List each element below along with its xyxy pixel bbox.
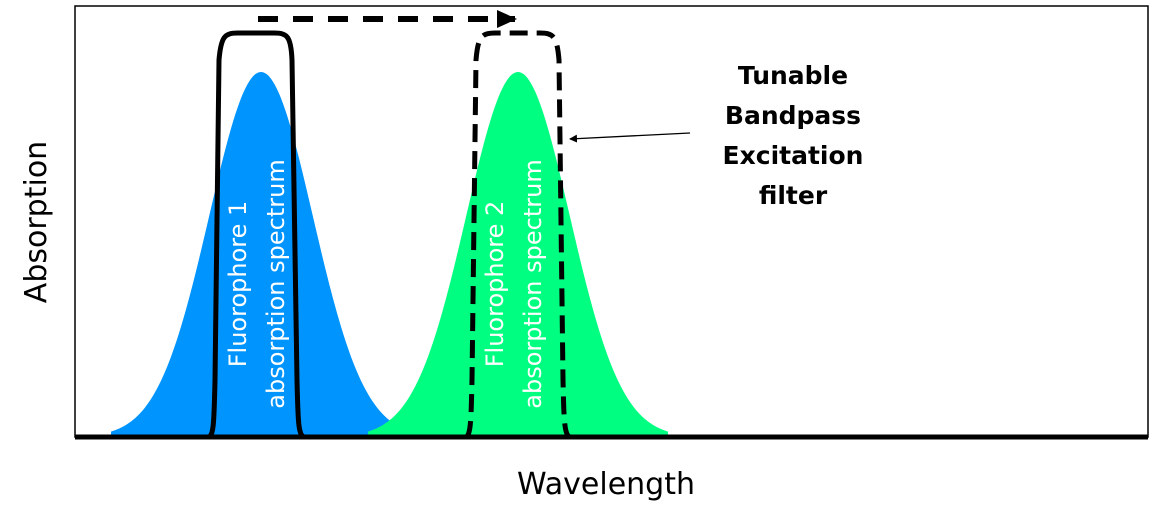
- solid-bandpass-filter: [207, 30, 306, 440]
- y-axis-label: Absorption: [19, 141, 54, 303]
- annotation-pointer-arrow: [569, 132, 691, 143]
- x-axis-label: Wavelength: [517, 467, 695, 502]
- annotation-line: Bandpass: [725, 101, 861, 130]
- tuned-bandpass-filter: [464, 30, 572, 440]
- annotation-line: Tunable: [738, 61, 848, 90]
- fluorophore-2-label: Fluorophore 2 absorption spectrum: [481, 159, 547, 408]
- fluorophore-1-label: Fluorophore 1 absorption spectrum: [224, 159, 290, 408]
- annotation-line: Excitation: [723, 141, 864, 170]
- fluorophore-2-label-line2: absorption spectrum: [519, 159, 547, 408]
- fluorophore-2-label-line1: Fluorophore 2: [481, 201, 509, 368]
- annotation-line: filter: [759, 181, 828, 210]
- fluorophore-1-label-line2: absorption spectrum: [262, 159, 290, 408]
- filter-annotation: Tunable Bandpass Excitation filter: [723, 61, 864, 210]
- fluorophore-1-label-line1: Fluorophore 1: [224, 201, 252, 368]
- fluorophore-2-spectrum: [368, 72, 668, 437]
- fluorophore-1-spectrum: [111, 72, 411, 437]
